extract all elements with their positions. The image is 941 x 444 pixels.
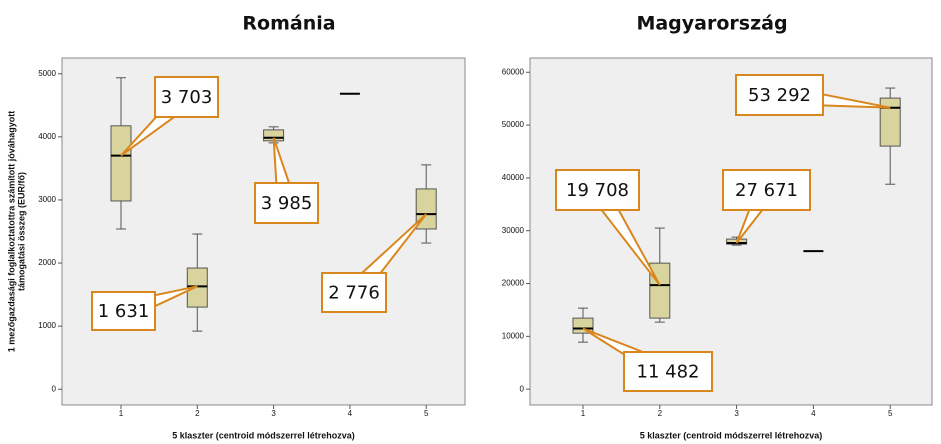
x-tick-label: 3	[271, 409, 276, 418]
callout-label: 2 776	[328, 283, 380, 304]
callout-label: 27 671	[735, 180, 798, 201]
callout-label: 3 703	[161, 87, 213, 108]
y-tick-label: 0	[520, 384, 525, 393]
y-tick-label: 10000	[502, 331, 525, 340]
chart-title: Magyarország	[636, 13, 787, 35]
callout-box	[254, 182, 319, 224]
callout-label: 53 292	[748, 85, 811, 106]
x-axis-label: 5 klaszter (centroid módszerrel létrehoz…	[640, 430, 823, 440]
y-tick-label: 1000	[38, 321, 56, 330]
box	[879, 97, 901, 147]
y-tick-label: 3000	[38, 195, 56, 204]
callout-box	[91, 291, 156, 331]
plot-area	[529, 57, 933, 406]
y-tick-label: 50000	[502, 120, 525, 129]
x-axis-label: 5 klaszter (centroid módszerrel létrehoz…	[172, 430, 355, 440]
y-tick-label: 40000	[502, 173, 525, 182]
x-tick-label: 2	[658, 409, 663, 418]
x-tick-label: 2	[195, 409, 200, 418]
y-tick-label: 30000	[502, 226, 525, 235]
callout-box	[735, 74, 824, 116]
box	[110, 125, 132, 202]
callout-label: 11 482	[637, 362, 700, 383]
y-tick-label: 5000	[38, 69, 56, 78]
x-tick-label: 3	[734, 409, 739, 418]
callout-box	[154, 76, 219, 118]
y-tick-label: 4000	[38, 132, 56, 141]
callout-label: 19 708	[566, 180, 629, 201]
callout-box	[722, 169, 811, 211]
x-tick-label: 4	[348, 409, 353, 418]
callout-label: 3 985	[261, 193, 313, 214]
y-tick-label: 60000	[502, 67, 525, 76]
y-axis-label: 1 mezőgazdasági foglalkoztatottra számít…	[6, 111, 16, 353]
x-tick-label: 5	[888, 409, 893, 418]
y-axis-label: támogatási összeg (EUR/fő)	[16, 172, 26, 291]
callout-box	[623, 351, 713, 392]
callout-box	[321, 272, 387, 313]
x-tick-label: 1	[581, 409, 586, 418]
y-tick-label: 0	[52, 384, 57, 393]
y-tick-label: 2000	[38, 258, 56, 267]
x-tick-label: 1	[119, 409, 124, 418]
y-tick-label: 20000	[502, 279, 525, 288]
x-tick-label: 4	[811, 409, 816, 418]
callout-label: 1 631	[98, 301, 150, 322]
chart-title: Románia	[242, 13, 335, 35]
plot-area	[61, 57, 466, 406]
callout-box	[555, 169, 640, 211]
x-tick-label: 5	[424, 409, 429, 418]
